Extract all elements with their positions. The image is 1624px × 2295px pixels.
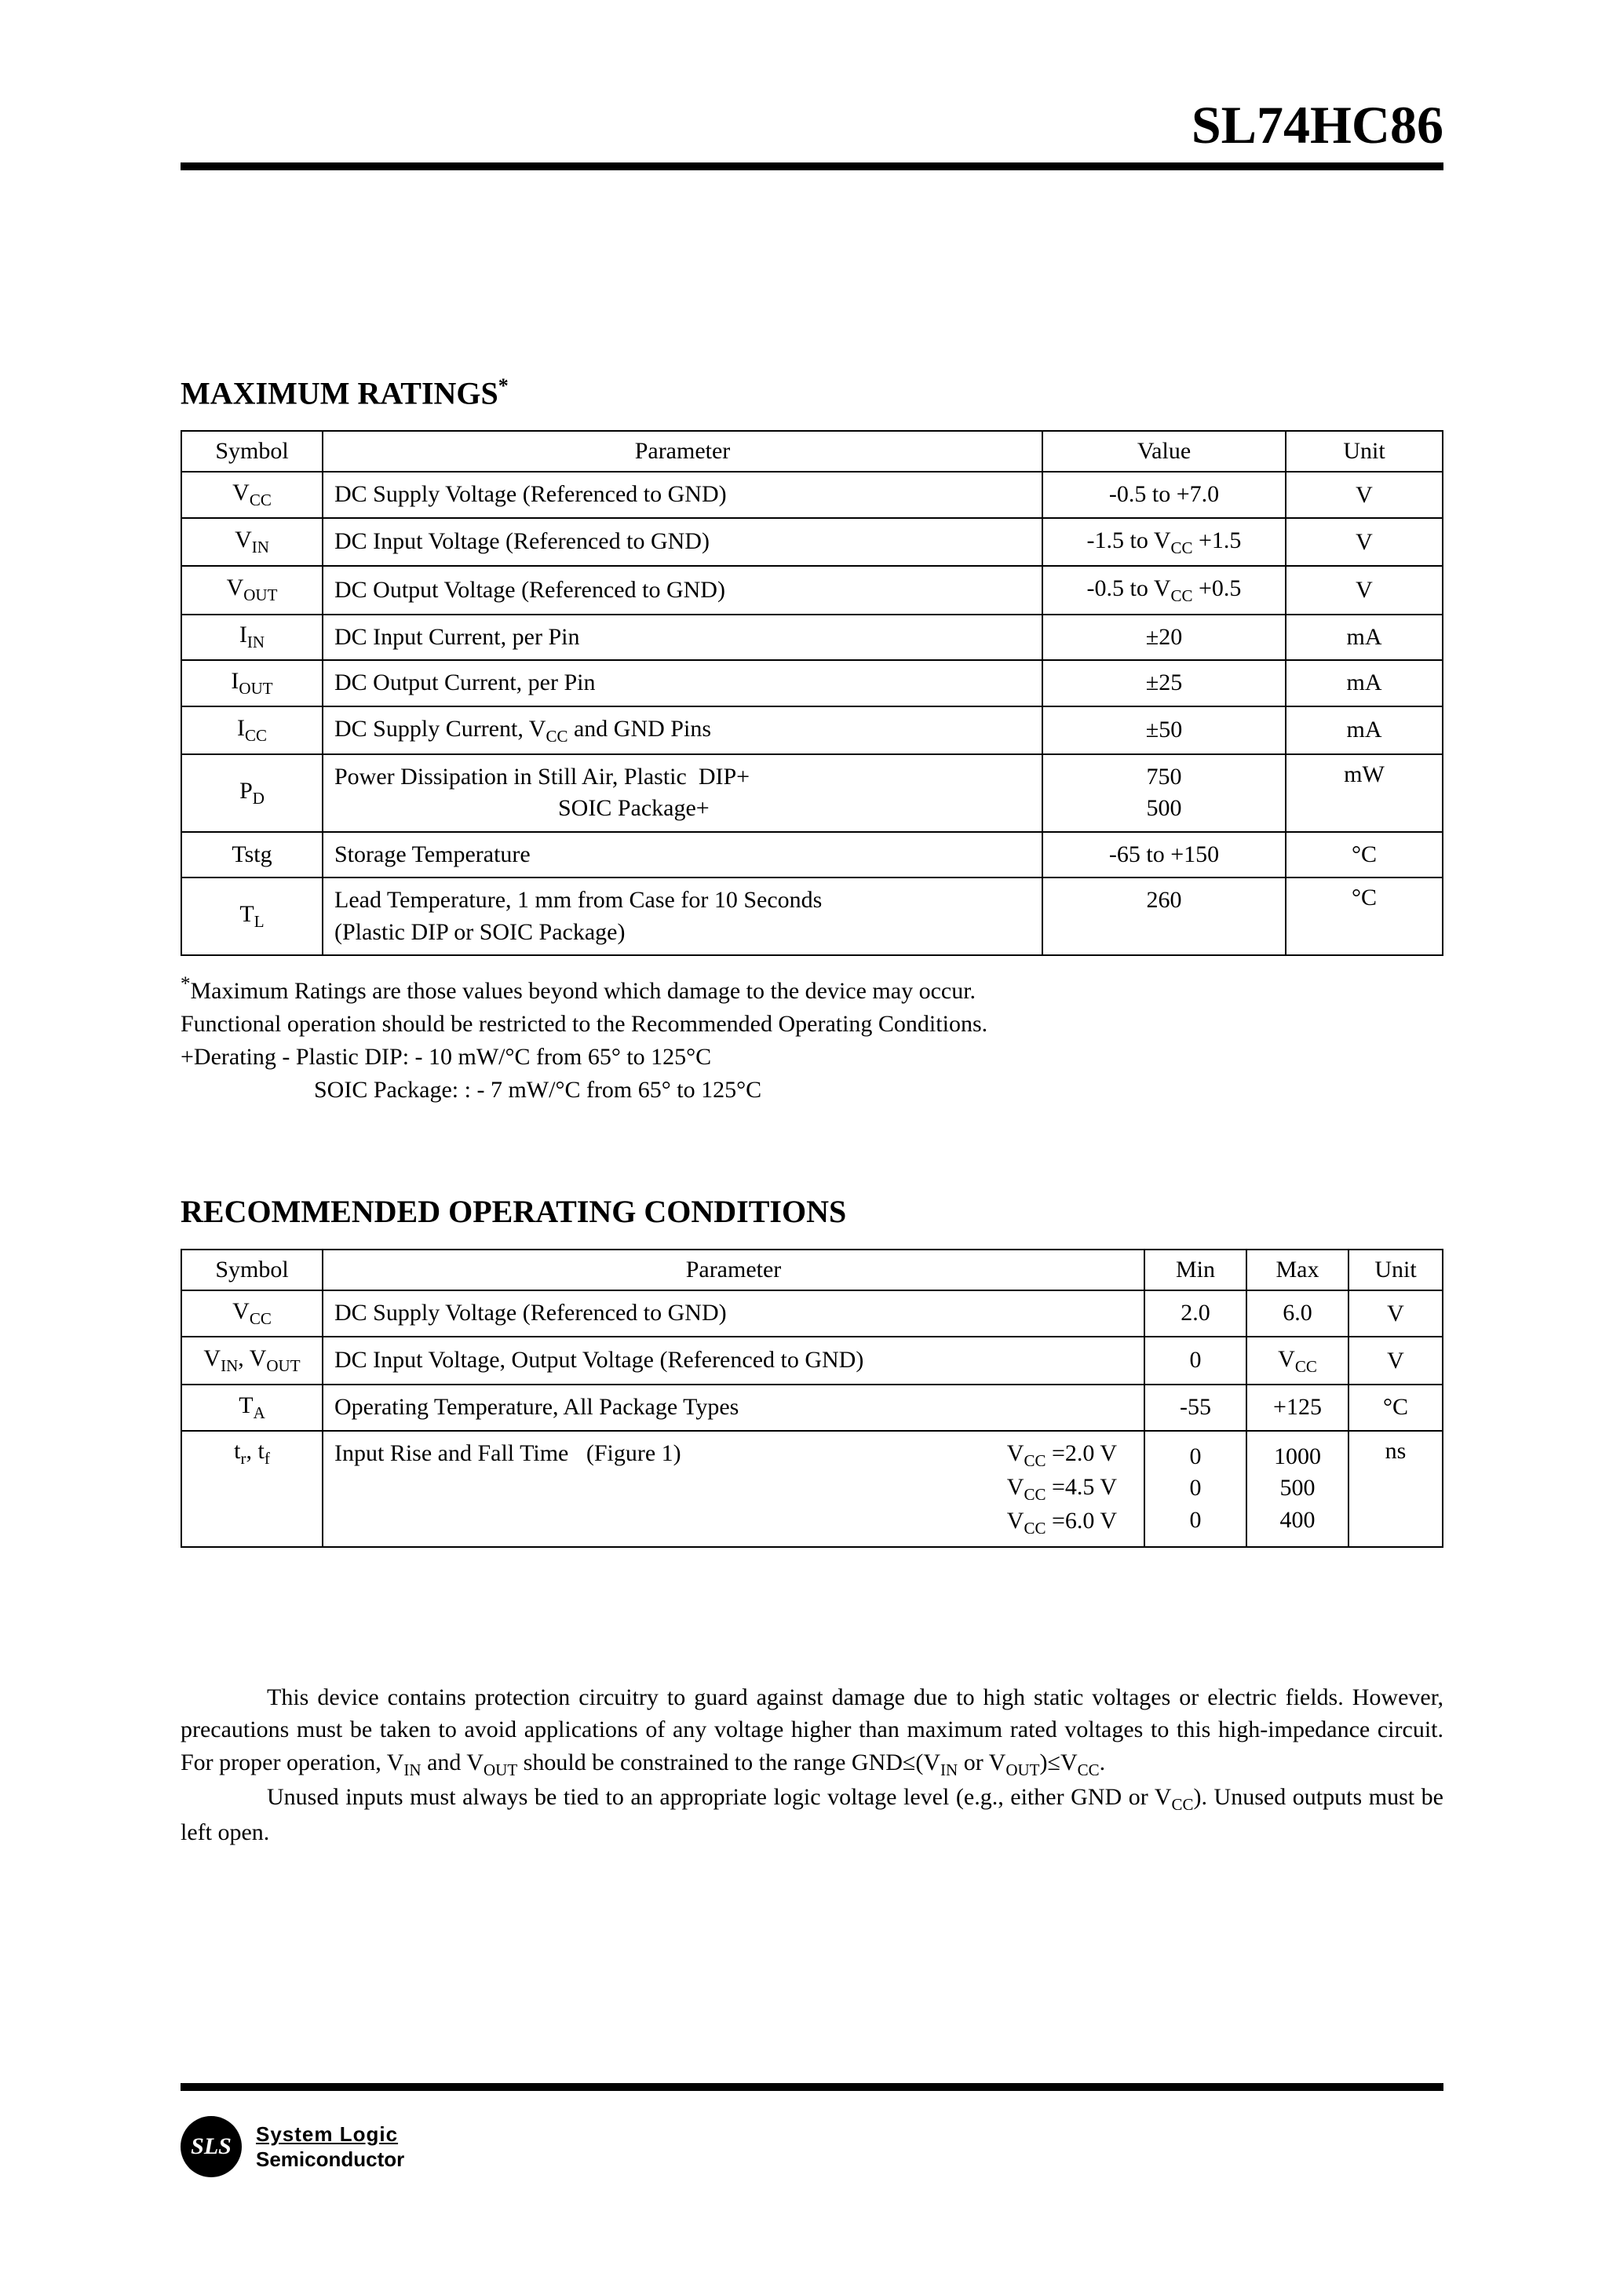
rec-op-title: RECOMMENDED OPERATING CONDITIONS [181,1193,1443,1230]
table-row: IOUTDC Output Current, per Pin±25mA [181,660,1443,706]
table-row: TstgStorage Temperature-65 to +150°C [181,832,1443,878]
footer: SLS System Logic Semiconductor [181,2116,404,2177]
table-row: VINDC Input Voltage (Referenced to GND)-… [181,518,1443,566]
col-parameter: Parameter [323,1250,1144,1290]
footer-text: System Logic Semiconductor [256,2122,404,2173]
col-unit: Unit [1286,431,1443,472]
table-row: tr, tfInput Rise and Fall Time (Figure 1… [181,1431,1443,1547]
max-ratings-title: MAXIMUM RATINGS* [181,374,1443,411]
table-row: ICCDC Supply Current, VCC and GND Pins±5… [181,706,1443,754]
table-row: VOUTDC Output Voltage (Referenced to GND… [181,566,1443,614]
protection-note: This device contains protection circuitr… [181,1681,1443,1849]
col-value: Value [1042,431,1286,472]
table-row: PDPower Dissipation in Still Air, Plasti… [181,754,1443,832]
max-ratings-table: Symbol Parameter Value Unit VCCDC Supply… [181,430,1443,956]
datasheet-page: SL74HC86 MAXIMUM RATINGS* Symbol Paramet… [0,0,1624,2295]
col-symbol: Symbol [181,431,323,472]
table-row: VCCDC Supply Voltage (Referenced to GND)… [181,472,1443,518]
col-min: Min [1144,1250,1246,1290]
col-parameter: Parameter [323,431,1042,472]
part-number-header: SL74HC86 [181,94,1443,170]
table-row: TAOperating Temperature, All Package Typ… [181,1385,1443,1431]
rec-op-table: Symbol Parameter Min Max Unit VCCDC Supp… [181,1249,1443,1547]
sls-logo-icon: SLS [181,2116,242,2177]
footer-rule [181,2083,1443,2091]
col-unit: Unit [1348,1250,1443,1290]
col-max: Max [1246,1250,1348,1290]
table-row: TLLead Temperature, 1 mm from Case for 1… [181,878,1443,955]
max-ratings-notes: *Maximum Ratings are those values beyond… [181,970,1443,1107]
table-row: VCCDC Supply Voltage (Referenced to GND)… [181,1290,1443,1337]
table-row: VIN, VOUTDC Input Voltage, Output Voltag… [181,1337,1443,1385]
col-symbol: Symbol [181,1250,323,1290]
table-row: IINDC Input Current, per Pin±20mA [181,615,1443,661]
